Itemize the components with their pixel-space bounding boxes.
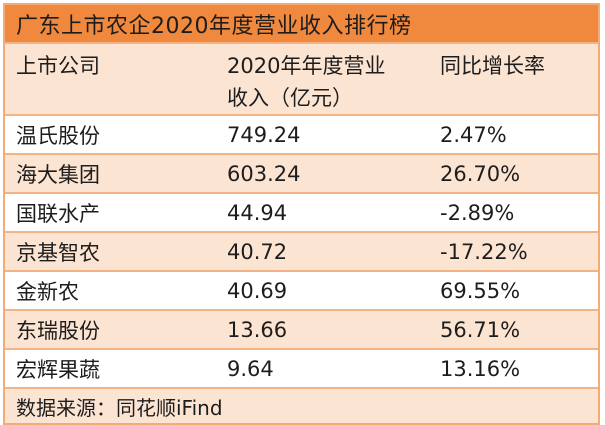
table-title: 广东上市农企2020年度营业收入排行榜 <box>5 5 598 42</box>
header-revenue: 2020年年度营业 收入（亿元） <box>215 50 437 114</box>
growth-cell: 56.71% <box>440 317 521 342</box>
table-row: 海大集团 603.24 26.70% <box>5 153 598 192</box>
company-cell: 东瑞股份 <box>16 318 100 343</box>
header-growth: 同比增长率 <box>440 54 545 78</box>
revenue-ranking-table: 广东上市农企2020年度营业收入排行榜 上市公司 2020年年度营业 收入（亿元… <box>3 3 600 425</box>
growth-cell: -17.22% <box>440 239 528 264</box>
table-row: 京基智农 40.72 -17.22% <box>5 231 598 270</box>
revenue-cell: 13.66 <box>227 317 288 342</box>
company-cell: 京基智农 <box>16 240 100 265</box>
header-revenue-line2: 收入（亿元） <box>227 86 353 110</box>
header-revenue-line1: 2020年年度营业 <box>227 54 386 78</box>
revenue-cell: 44.94 <box>227 200 288 225</box>
table-body: 温氏股份 749.24 2.47% 海大集团 603.24 26.70% 国联水… <box>5 114 598 387</box>
company-cell: 温氏股份 <box>16 123 100 148</box>
growth-cell: 13.16% <box>440 356 521 381</box>
revenue-cell: 40.69 <box>227 278 288 303</box>
revenue-cell: 603.24 <box>227 161 301 186</box>
table-row: 国联水产 44.94 -2.89% <box>5 192 598 231</box>
table-row: 东瑞股份 13.66 56.71% <box>5 309 598 348</box>
data-source-note: 数据来源：同花顺iFind <box>5 387 598 423</box>
growth-cell: 69.55% <box>440 278 521 303</box>
table-row: 宏辉果蔬 9.64 13.16% <box>5 348 598 387</box>
company-cell: 宏辉果蔬 <box>16 357 100 382</box>
company-cell: 海大集团 <box>16 162 100 187</box>
header-company: 上市公司 <box>16 54 100 78</box>
revenue-cell: 749.24 <box>227 122 301 147</box>
growth-cell: 26.70% <box>440 161 521 186</box>
growth-cell: -2.89% <box>440 200 515 225</box>
revenue-cell: 40.72 <box>227 239 288 264</box>
table-row: 金新农 40.69 69.55% <box>5 270 598 309</box>
company-cell: 金新农 <box>16 279 79 304</box>
company-cell: 国联水产 <box>16 201 100 226</box>
growth-cell: 2.47% <box>440 122 507 147</box>
table-header-row: 上市公司 2020年年度营业 收入（亿元） 同比增长率 <box>5 42 598 114</box>
table-row: 温氏股份 749.24 2.47% <box>5 114 598 153</box>
revenue-cell: 9.64 <box>227 356 274 381</box>
